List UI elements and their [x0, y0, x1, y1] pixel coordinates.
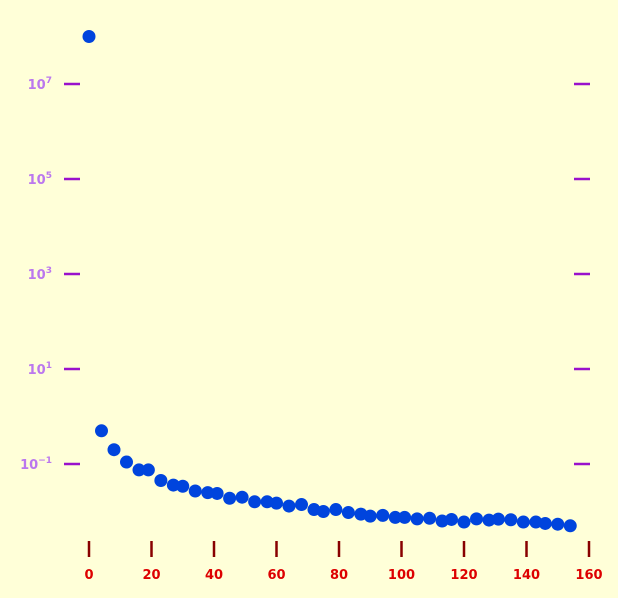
data-point: [538, 516, 552, 530]
data-points: [82, 30, 577, 533]
x-tick-label-5: 100: [388, 568, 415, 583]
y-axis-left: 10−1 101 103 105 107: [20, 76, 80, 473]
data-point: [176, 479, 190, 493]
data-point: [95, 424, 108, 438]
data-point: [141, 463, 155, 477]
data-point: [551, 517, 565, 531]
data-point: [376, 508, 390, 522]
data-point: [154, 473, 168, 487]
data-point: [210, 486, 224, 500]
y-tick-label-1: 101: [28, 361, 52, 378]
data-point: [107, 443, 121, 457]
data-point: [235, 490, 249, 504]
y-tick-label-3: 105: [28, 171, 52, 188]
data-point: [445, 512, 458, 526]
data-point: [363, 509, 377, 523]
data-point: [341, 506, 355, 520]
data-point: [132, 463, 146, 477]
y-axis-right: [574, 82, 590, 466]
x-tick-label-2: 40: [205, 568, 223, 583]
y-tick-label-4: 107: [28, 76, 52, 93]
x-tick-label-8: 160: [575, 568, 602, 583]
data-point: [482, 513, 496, 527]
data-point: [423, 511, 437, 525]
data-point: [282, 499, 296, 513]
data-point: [504, 513, 518, 527]
data-point: [563, 519, 577, 533]
data-point: [188, 484, 202, 498]
y-tick-label-2: 103: [28, 266, 52, 283]
data-point: [388, 510, 402, 524]
data-point: [82, 30, 96, 43]
data-point: [316, 505, 330, 518]
data-point: [201, 486, 215, 500]
data-point: [516, 515, 530, 529]
data-point: [398, 510, 412, 524]
data-point: [270, 496, 283, 510]
x-tick-label-3: 60: [267, 568, 285, 583]
data-point: [295, 498, 308, 512]
x-tick-label-6: 120: [450, 568, 477, 583]
y-tick-label-0: 10−1: [20, 456, 52, 473]
data-point: [491, 512, 505, 526]
data-point: [120, 455, 133, 469]
x-tick-label-7: 140: [513, 568, 540, 583]
data-point: [223, 491, 237, 505]
x-axis: 0 20 40 60 80 100 120 140 160: [84, 541, 603, 583]
data-point: [248, 495, 262, 509]
x-tick-label-4: 80: [330, 568, 348, 583]
x-tick-label-1: 20: [142, 568, 160, 583]
data-point: [457, 515, 471, 529]
data-point: [329, 503, 343, 517]
data-point: [470, 512, 483, 526]
x-tick-label-0: 0: [84, 568, 93, 583]
data-point: [410, 512, 424, 526]
